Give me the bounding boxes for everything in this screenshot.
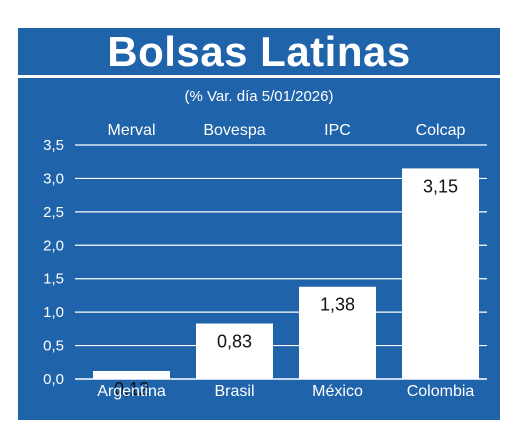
x-tick-label: Colombia — [407, 383, 475, 400]
bar — [196, 323, 273, 379]
y-tick-label: 2,5 — [43, 204, 64, 221]
index-name-label: Merval — [107, 122, 155, 139]
index-name-label: Bovespa — [203, 122, 265, 139]
x-tick-label: México — [312, 383, 363, 400]
bar-value-label: 0,83 — [217, 332, 252, 352]
y-tick-label: 3,5 — [43, 137, 64, 154]
bar — [299, 286, 376, 379]
bar — [402, 168, 479, 379]
y-tick-label: 1,0 — [43, 304, 64, 321]
index-name-label: Colcap — [416, 122, 466, 139]
y-tick-label: 2,0 — [43, 237, 64, 254]
y-tick-label: 0,0 — [43, 371, 64, 388]
bar-value-label: 1,38 — [320, 295, 355, 315]
y-tick-label: 3,0 — [43, 170, 64, 187]
bar-value-label: 0,12 — [114, 379, 149, 399]
bar — [93, 370, 170, 379]
chart-subtitle: (% Var. día 5/01/2026) — [184, 88, 334, 105]
y-tick-label: 1,5 — [43, 271, 64, 288]
chart-title: Bolsas Latinas — [107, 27, 411, 75]
x-tick-label: Argentina — [97, 383, 166, 400]
index-name-label: IPC — [324, 122, 351, 139]
bar-value-label: 3,15 — [423, 176, 458, 196]
y-tick-label: 0,5 — [43, 338, 64, 355]
x-tick-label: Brasil — [214, 383, 254, 400]
chart-title-bar: Bolsas Latinas — [18, 28, 500, 78]
